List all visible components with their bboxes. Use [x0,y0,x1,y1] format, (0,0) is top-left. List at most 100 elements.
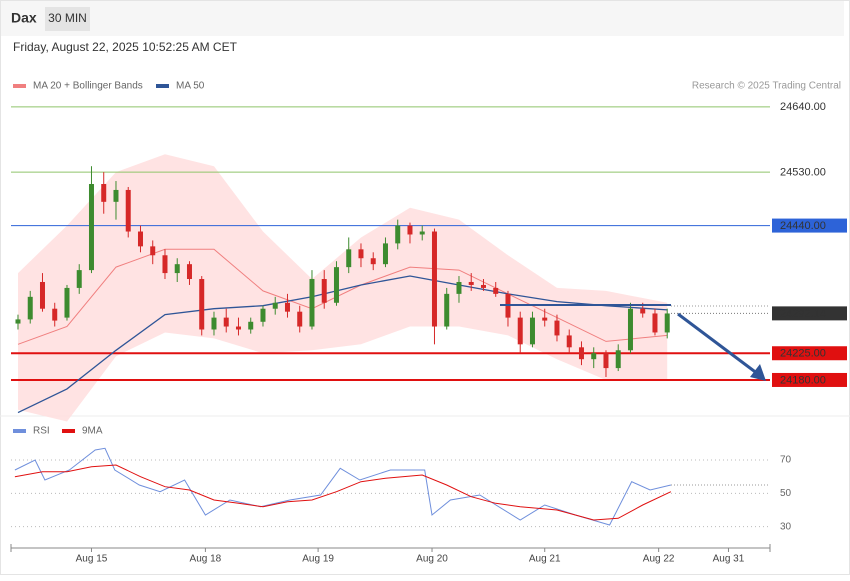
y-tick-label: 50 [780,488,792,499]
candle-body [88,184,94,271]
candle [76,264,82,294]
legend-label: RSI [33,426,50,437]
candle [309,270,315,330]
bollinger-band [18,154,668,422]
candle [591,347,597,369]
candle-body [358,249,364,259]
candle [346,237,352,274]
candle-body [529,317,535,345]
candle-body [297,311,303,327]
candle-body [272,302,278,309]
candle [395,219,401,250]
candle [137,225,143,253]
candle [199,276,205,336]
legend-swatch [62,429,75,433]
level-box [772,346,847,361]
candle-body [468,281,474,285]
candle-body [395,225,401,244]
legend-swatch [156,84,169,88]
candle-body [382,243,388,265]
legend-swatch [13,84,26,88]
candle-body [162,255,168,274]
candle-body [64,287,70,318]
candle [64,284,70,321]
candle-body [113,189,119,202]
candle [419,225,425,241]
y-tick-label: 30 [780,521,792,532]
x-tick-label: Aug 19 [302,554,334,565]
candle-body [199,279,205,330]
candle [113,181,119,220]
candle-body [309,279,315,327]
candle-body [407,225,413,235]
candle [260,305,266,327]
level-label: 24530.00 [780,167,826,179]
candle [101,172,107,214]
candle [27,290,33,324]
candle-body [15,319,21,324]
candle-body [627,308,633,351]
candle [407,222,413,244]
candle [125,186,131,238]
candle-body [260,308,266,322]
candle-body [419,231,425,235]
level-box [772,218,847,233]
level-box [772,306,847,321]
legend-label: MA 50 [176,81,205,92]
candle-body [493,287,499,294]
candle-body [248,321,254,330]
interval-button[interactable] [45,7,90,31]
candle [468,273,474,291]
candle [333,261,339,306]
candle [174,258,180,282]
candle [615,344,621,372]
candle-body [652,313,658,333]
x-tick-label: Aug 31 [713,554,745,565]
candle [52,302,58,327]
forecast-arrow [677,312,759,376]
candle [284,293,290,318]
candle-body [223,317,229,327]
candle-body [52,308,58,321]
candle [664,308,670,339]
candle-body [101,184,107,202]
candle-body [39,281,45,309]
candle [223,308,229,333]
candle-body [27,296,33,320]
indicator-line [14,464,672,521]
candle [431,228,437,345]
candle-body [591,353,597,360]
candle [297,305,303,333]
candle-body [480,284,486,288]
candle-body [125,189,131,232]
candle-body [431,231,437,327]
candle [358,243,364,268]
legend-label: MA 20 + Bollinger Bands [33,81,143,92]
candle-body [542,317,548,321]
candle [88,166,94,274]
candle-body [150,246,156,256]
x-tick-label: Aug 18 [190,554,222,565]
candle-body [615,350,621,369]
level-label: 24225.00 [780,348,826,360]
candle-body [186,264,192,280]
legend-label: 9MA [82,426,103,437]
candle-body [346,249,352,268]
candle [248,317,254,334]
candle-body [566,335,572,348]
candle-body [284,302,290,312]
candle-body [444,293,450,327]
x-tick-label: Aug 22 [643,554,675,565]
credit: Research © 2025 Trading Central [692,81,841,92]
candle [235,317,241,336]
candle [321,270,327,309]
candle-body [76,270,82,288]
candle [542,308,548,327]
candle [15,314,21,330]
candle-body [370,258,376,265]
level-label: 24640.00 [780,101,826,113]
candle [578,341,584,366]
interval[interactable]: 30 MIN [48,11,87,25]
candle-body [137,231,143,247]
